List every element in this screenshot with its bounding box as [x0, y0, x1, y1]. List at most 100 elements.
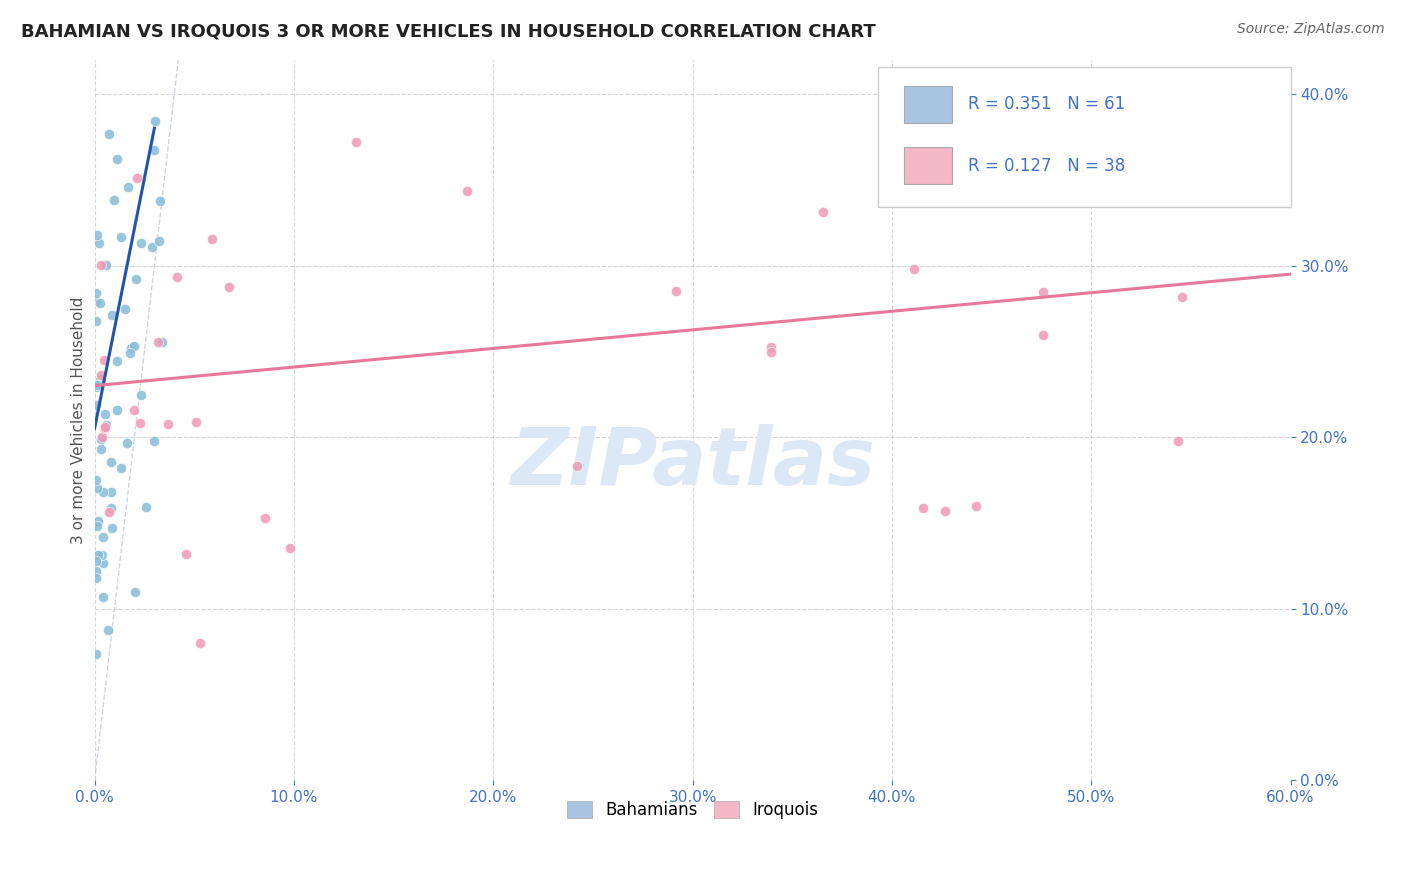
Point — [149, 194, 172, 209]
Text: R = 0.351   N = 61: R = 0.351 N = 61 — [967, 95, 1125, 113]
Point — [176, 547, 198, 561]
Point — [965, 500, 987, 514]
Point — [86, 474, 108, 488]
FancyBboxPatch shape — [877, 67, 1291, 207]
Point — [1167, 434, 1189, 448]
Point — [93, 353, 115, 368]
Point — [84, 564, 107, 578]
Point — [84, 314, 107, 328]
Point — [86, 518, 108, 533]
FancyBboxPatch shape — [904, 147, 952, 185]
Point — [143, 434, 166, 449]
Point — [344, 136, 367, 150]
Y-axis label: 3 or more Vehicles in Household: 3 or more Vehicles in Household — [72, 296, 86, 543]
Point — [877, 173, 900, 187]
Point — [759, 340, 782, 354]
Point — [141, 240, 163, 254]
Point — [94, 407, 117, 421]
Point — [120, 346, 142, 360]
Point — [91, 556, 114, 570]
Point — [665, 285, 688, 299]
Point — [100, 485, 122, 500]
Point — [201, 232, 224, 246]
Point — [94, 259, 117, 273]
Point — [84, 293, 107, 308]
Point — [91, 548, 114, 562]
Point — [105, 152, 128, 166]
Text: Source: ZipAtlas.com: Source: ZipAtlas.com — [1237, 22, 1385, 37]
Point — [93, 421, 115, 435]
Point — [84, 554, 107, 568]
Point — [114, 301, 136, 316]
Point — [148, 234, 170, 248]
Point — [101, 521, 124, 535]
Point — [90, 258, 112, 272]
Point — [90, 431, 112, 445]
Point — [87, 515, 110, 529]
Point — [135, 500, 157, 514]
Point — [94, 417, 117, 432]
Point — [89, 235, 111, 250]
Point — [129, 235, 152, 250]
Point — [910, 143, 932, 157]
Point — [150, 335, 173, 350]
Point — [86, 228, 108, 243]
Point — [90, 432, 112, 446]
FancyBboxPatch shape — [904, 86, 952, 123]
Point — [98, 127, 121, 141]
Point — [143, 113, 166, 128]
Point — [89, 295, 111, 310]
Point — [911, 500, 934, 515]
Point — [110, 229, 132, 244]
Point — [218, 279, 240, 293]
Point — [89, 372, 111, 386]
Point — [456, 184, 478, 198]
Point — [122, 339, 145, 353]
Point — [84, 286, 107, 301]
Point — [84, 380, 107, 394]
Point — [86, 481, 108, 495]
Point — [90, 442, 112, 456]
Point — [129, 416, 152, 430]
Point — [156, 417, 179, 432]
Point — [115, 436, 138, 450]
Point — [186, 416, 208, 430]
Point — [278, 541, 301, 556]
Point — [142, 143, 165, 157]
Point — [1198, 133, 1220, 147]
Point — [105, 402, 128, 417]
Point — [131, 387, 153, 401]
Point — [1032, 327, 1054, 342]
Point — [1171, 290, 1194, 304]
Point — [105, 354, 128, 368]
Point — [84, 571, 107, 585]
Point — [124, 585, 146, 599]
Point — [565, 459, 588, 474]
Text: R = 0.127   N = 38: R = 0.127 N = 38 — [967, 156, 1125, 175]
Point — [91, 590, 114, 604]
Text: BAHAMIAN VS IROQUOIS 3 OR MORE VEHICLES IN HOUSEHOLD CORRELATION CHART: BAHAMIAN VS IROQUOIS 3 OR MORE VEHICLES … — [21, 22, 876, 40]
Point — [120, 341, 142, 355]
Point — [124, 402, 146, 417]
Point — [188, 636, 211, 650]
Point — [117, 179, 139, 194]
Point — [91, 530, 114, 544]
Point — [91, 485, 114, 500]
Text: ZIPatlas: ZIPatlas — [510, 425, 875, 502]
Point — [934, 503, 956, 517]
Point — [97, 504, 120, 518]
Point — [127, 170, 149, 185]
Point — [1031, 285, 1053, 299]
Point — [86, 377, 108, 392]
Point — [97, 623, 120, 637]
Point — [94, 420, 117, 434]
Point — [84, 398, 107, 412]
Point — [87, 548, 110, 562]
Point — [84, 648, 107, 662]
Point — [146, 335, 169, 350]
Point — [811, 204, 834, 219]
Point — [91, 430, 114, 444]
Point — [124, 272, 146, 286]
Point — [761, 345, 783, 359]
Point — [100, 501, 122, 516]
